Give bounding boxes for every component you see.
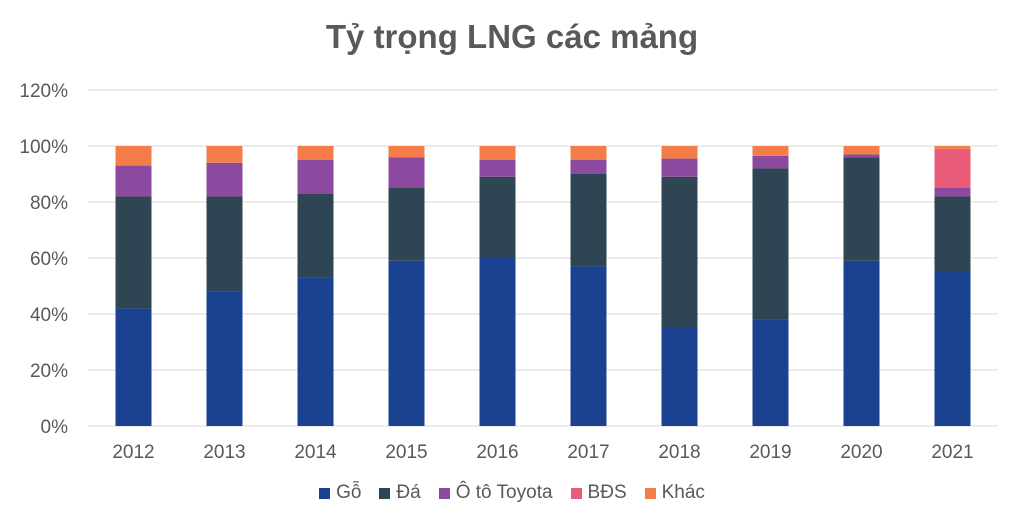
bar-segment [206, 291, 243, 426]
bar-segment [388, 157, 425, 188]
x-tick-label: 2016 [476, 442, 518, 463]
legend-label: Khác [661, 482, 705, 503]
x-tick-label: 2014 [294, 442, 337, 463]
bar-segment [297, 160, 334, 194]
bar-segment [843, 154, 880, 158]
bar-segment [479, 146, 516, 160]
x-tick-label: 2013 [203, 442, 245, 463]
legend-item: Khác [644, 482, 705, 504]
bar-segment [934, 146, 971, 149]
bar-segment [479, 176, 516, 258]
x-tick-label: 2020 [840, 442, 882, 463]
legend-label: Ô tô Toyota [455, 482, 553, 503]
y-tick-label: 40% [30, 305, 68, 326]
legend: Gỗ Đá Ô tô Toyota BĐS Khác [0, 482, 1024, 504]
x-tick-label: 2018 [658, 442, 700, 463]
bar-segment [206, 162, 243, 197]
bar-segment [661, 146, 698, 159]
bar-segment [570, 174, 607, 267]
bar-segment [479, 258, 516, 426]
legend-swatch [379, 487, 391, 499]
bar-segment [934, 272, 971, 426]
legend-label: Gỗ [336, 482, 362, 503]
bar-segment [115, 196, 152, 309]
bar-segment [297, 193, 334, 278]
x-tick-label: 2021 [931, 442, 973, 463]
bar-segment [115, 146, 152, 166]
bar-segment [752, 155, 789, 169]
bar-segment [661, 158, 698, 177]
legend-label: Đá [396, 482, 421, 503]
bar-segment [479, 160, 516, 177]
legend-swatch [438, 487, 450, 499]
bar-segment [206, 196, 243, 292]
x-axis-ticks: 2012 2013 2014 2015 2016 2017 2018 2019 2020 2021 [112, 442, 973, 463]
bar-segment [843, 260, 880, 426]
y-tick-label: 20% [30, 361, 68, 382]
y-axis-ticks: 0% 20% 40% 60% 80% 100% 120% [19, 81, 68, 438]
bar-segment [570, 146, 607, 160]
legend-label: BĐS [587, 482, 627, 503]
x-tick-label: 2015 [385, 442, 427, 463]
bar-segment [661, 328, 698, 426]
bar-segment [843, 157, 880, 261]
bar-segment [843, 146, 880, 155]
y-tick-label: 0% [41, 417, 69, 438]
bar-segment [661, 176, 698, 328]
legend-item: Đá [379, 482, 421, 504]
y-tick-label: 120% [19, 81, 68, 102]
bar-segment [752, 168, 789, 320]
bar-segment [388, 188, 425, 261]
bar-segment [115, 165, 152, 197]
bar-segment [570, 160, 607, 174]
bar-segment [934, 196, 971, 272]
legend-swatch [570, 487, 582, 499]
y-tick-label: 80% [30, 193, 68, 214]
bar-segment [115, 308, 152, 426]
bar-segment [388, 146, 425, 158]
y-tick-label: 60% [30, 249, 68, 270]
bar-segment [570, 266, 607, 426]
legend-item: Ô tô Toyota [438, 482, 553, 504]
x-tick-label: 2017 [567, 442, 609, 463]
bar-segment [297, 277, 334, 426]
y-tick-label: 100% [19, 137, 68, 158]
bar-segment [752, 146, 789, 156]
x-tick-label: 2019 [749, 442, 791, 463]
legend-item: BĐS [570, 482, 627, 504]
bar-segment [752, 319, 789, 426]
legend-swatch [319, 487, 331, 499]
x-tick-label: 2012 [112, 442, 154, 463]
bar-segment [934, 188, 971, 197]
bars [115, 146, 971, 426]
bar-segment [206, 146, 243, 163]
legend-item: Gỗ [319, 482, 361, 504]
bar-segment [934, 148, 971, 188]
legend-swatch [644, 487, 656, 499]
bar-segment [388, 260, 425, 426]
chart-title: Tỷ trọng LNG các mảng [325, 18, 699, 55]
bar-segment [297, 146, 334, 160]
